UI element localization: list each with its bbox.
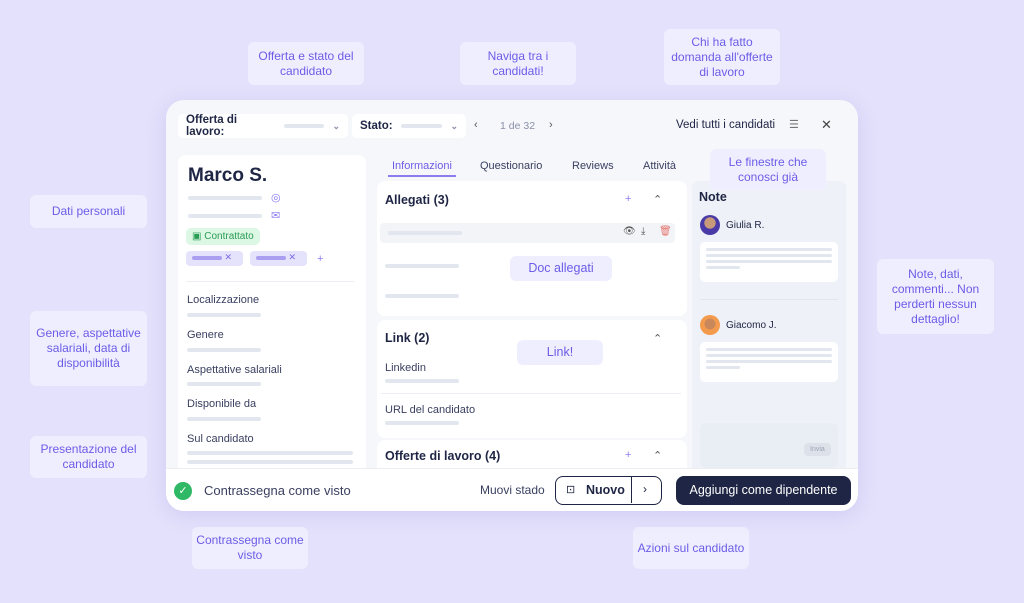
- pager: 1 de 32: [500, 120, 536, 132]
- stage-label: Nuovo: [586, 483, 625, 497]
- note-content: [700, 342, 838, 382]
- callout-presentation: Presentazione del candidato: [30, 436, 147, 478]
- status-badge: ▣ Contrattato: [186, 228, 260, 245]
- avatar: [700, 215, 720, 235]
- callout-navigate: Naviga tra i candidati!: [460, 42, 576, 85]
- callout-mark-seen: Contrassegna come visto: [192, 527, 308, 569]
- state-select[interactable]: Stato: ⌄: [352, 114, 466, 138]
- callout-windows: Le finestre che conosci già: [710, 149, 826, 190]
- move-stage-label: Muovi stado: [480, 483, 545, 497]
- check-icon[interactable]: ✓: [174, 482, 192, 500]
- inbox-icon: ⊡: [566, 484, 576, 496]
- tab-attivita[interactable]: Attività: [643, 160, 677, 172]
- next-candidate-icon[interactable]: ›: [549, 119, 553, 131]
- list-icon[interactable]: ☰: [789, 119, 799, 131]
- trash-icon[interactable]: 🗑: [659, 226, 672, 237]
- personal-panel: Marco S. ◎ ✉ ▣ Contrattato ✕ ✕ + Localiz…: [178, 155, 366, 475]
- footer-bar: ✓ Contrassegna come visto Muovi stado ⊡ …: [166, 468, 858, 511]
- collapse-icon[interactable]: ⌃: [653, 333, 663, 345]
- chevron-down-icon: ⌄: [450, 120, 458, 131]
- links-title: Link (2): [385, 331, 430, 345]
- link-url[interactable]: URL del candidato: [385, 404, 476, 416]
- callout-personal: Dati personali: [30, 195, 147, 228]
- whatsapp-icon[interactable]: ◎: [271, 192, 281, 204]
- collapse-icon[interactable]: ⌃: [653, 194, 663, 206]
- callout-notes: Note, dati, commenti... Non perderti nes…: [877, 259, 994, 334]
- notes-panel: Note Giulia R. Giacomo J. Invia: [692, 181, 846, 481]
- callout-applicants: Chi ha fatto domanda all'offerte di lavo…: [664, 29, 780, 85]
- candidate-window: Offerta di lavoro: ⌄ Stato: ⌄ ‹ 1 de 32 › …: [166, 100, 858, 511]
- tab-informazioni[interactable]: Informazioni: [388, 160, 456, 177]
- mark-seen-button[interactable]: Contrassegna come visto: [204, 483, 351, 498]
- notes-title: Note: [699, 190, 727, 204]
- tag[interactable]: ✕: [250, 251, 307, 266]
- prev-candidate-icon[interactable]: ‹: [474, 119, 478, 131]
- callout-actions: Azioni sul candidato: [633, 527, 749, 569]
- callout-gender: Genere, aspettative salariali, data di d…: [30, 311, 147, 386]
- close-icon[interactable]: ✕: [821, 117, 832, 132]
- eye-icon[interactable]: 👁: [623, 226, 636, 237]
- link-linkedin[interactable]: Linkedin: [385, 362, 426, 374]
- add-tag-icon[interactable]: +: [317, 253, 324, 265]
- state-label: Stato:: [360, 120, 393, 132]
- attachments-title: Allegati (3): [385, 193, 449, 207]
- attachments-section: Allegati (3) + ⌃ 👁 ⤓ 🗑 Doc allegati: [377, 181, 687, 316]
- tab-reviews[interactable]: Reviews: [572, 160, 614, 172]
- field-gender: Genere: [187, 329, 224, 341]
- callout-offer-state: Offerta e stato del candidato: [248, 42, 364, 85]
- note-author: Giacomo J.: [726, 320, 777, 331]
- add-offer-icon[interactable]: +: [625, 449, 632, 461]
- field-about: Sul candidato: [187, 433, 254, 445]
- tag[interactable]: ✕: [186, 251, 243, 266]
- add-attachment-icon[interactable]: +: [625, 193, 632, 205]
- stage-button[interactable]: ⊡ Nuovo ›: [555, 476, 662, 505]
- callout-docs: Doc allegati: [510, 256, 612, 281]
- send-button[interactable]: Invia: [804, 443, 831, 456]
- note-content: [700, 242, 838, 282]
- tab-questionario[interactable]: Questionario: [480, 160, 543, 172]
- field-location: Localizzazione: [187, 294, 260, 306]
- field-available-from: Disponibile da: [187, 398, 257, 410]
- mail-icon[interactable]: ✉: [271, 210, 281, 222]
- see-all-candidates-link[interactable]: Vedi tutti i candidati: [676, 119, 776, 131]
- field-salary: Aspettative salariali: [187, 364, 282, 376]
- links-section: Link (2) ⌃ Linkedin URL del candidato Li…: [377, 320, 687, 438]
- collapse-icon[interactable]: ⌃: [653, 450, 663, 462]
- callout-link: Link!: [517, 340, 603, 365]
- status-text: Contrattato: [204, 231, 254, 242]
- offer-select[interactable]: Offerta di lavoro: ⌄: [178, 114, 348, 138]
- avatar: [700, 315, 720, 335]
- offers-title: Offerte di lavoro (4): [385, 449, 501, 463]
- chevron-right-icon[interactable]: ›: [643, 482, 647, 496]
- add-employee-button[interactable]: Aggiungi come dipendente: [676, 476, 851, 505]
- offer-label: Offerta di lavoro:: [186, 114, 238, 138]
- note-author: Giulia R.: [726, 220, 765, 231]
- chevron-down-icon: ⌄: [332, 120, 340, 131]
- attachment-row[interactable]: 👁 ⤓ 🗑: [380, 223, 675, 243]
- download-icon[interactable]: ⤓: [641, 226, 646, 237]
- candidate-name: Marco S.: [188, 165, 268, 186]
- note-input[interactable]: Invia: [700, 423, 838, 468]
